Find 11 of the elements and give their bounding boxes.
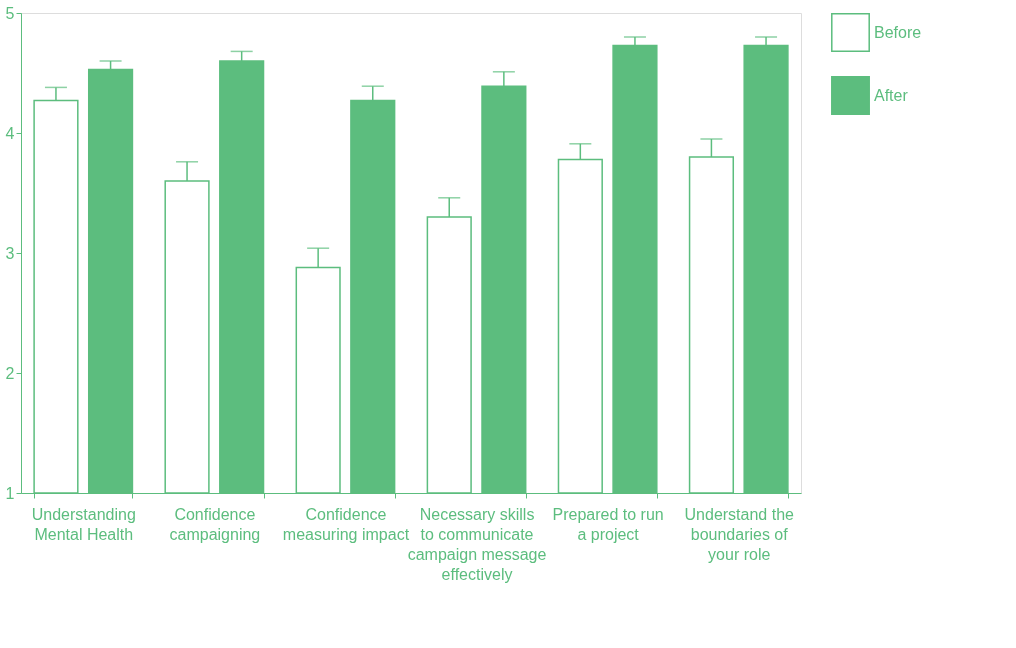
legend-label: Before bbox=[874, 23, 922, 41]
x-tick-label: Understand the boundaries of your role bbox=[684, 505, 795, 563]
x-tick-label: Understanding Mental Health bbox=[31, 505, 136, 543]
legend-label: After bbox=[874, 86, 909, 104]
y-tick-label: 3 bbox=[5, 244, 15, 262]
y-tick-label: 2 bbox=[5, 364, 15, 382]
x-tick-label: Prepared to run a project bbox=[552, 505, 664, 543]
y-tick-label: 4 bbox=[5, 124, 15, 142]
y-tick-label: 1 bbox=[5, 484, 15, 502]
x-tick-label: Confidence campaigning bbox=[169, 505, 261, 543]
y-tick-label: 5 bbox=[5, 4, 15, 22]
